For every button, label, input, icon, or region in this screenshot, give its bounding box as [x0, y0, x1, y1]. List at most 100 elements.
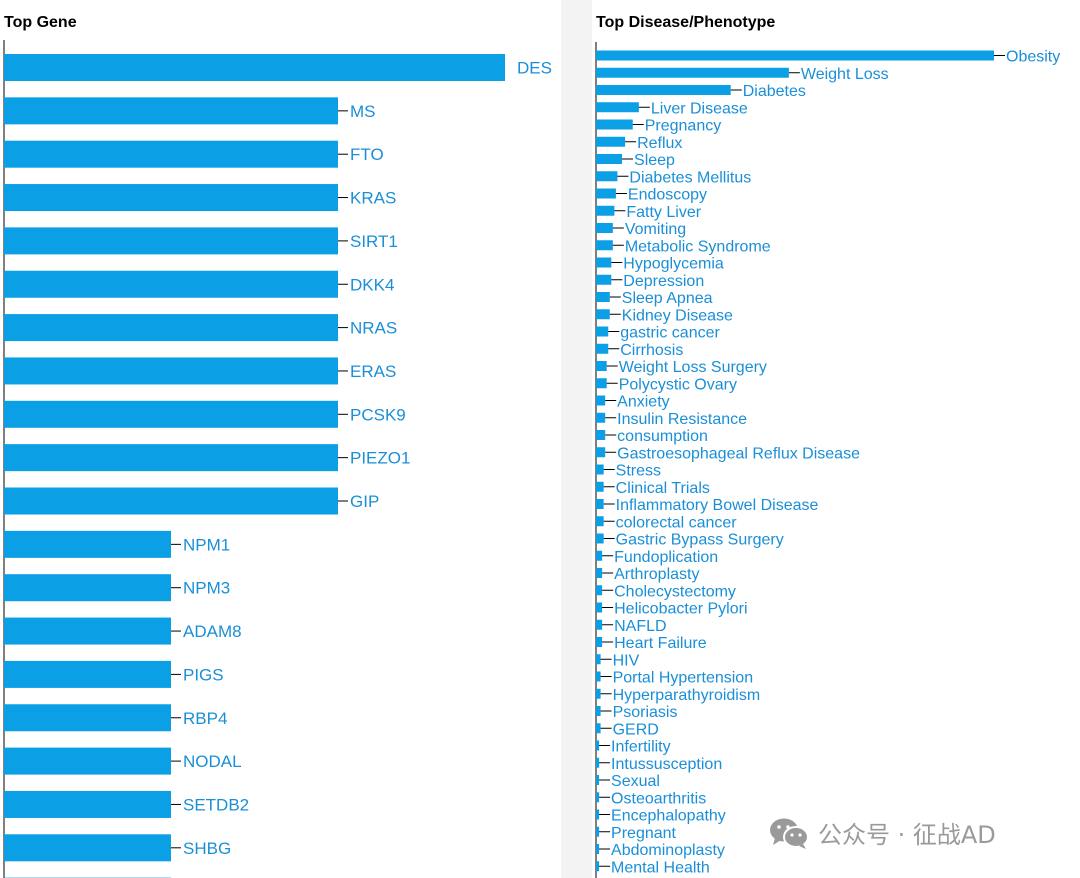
gene-label: NPM1	[183, 535, 230, 554]
disease-bar	[596, 654, 601, 665]
disease-label: colorectal cancer	[616, 514, 738, 531]
wechat-icon	[770, 818, 809, 849]
disease-bar	[596, 688, 601, 699]
disease-label: Heart Failure	[614, 635, 707, 652]
disease-bar	[596, 499, 604, 509]
disease-label: Infertility	[611, 739, 671, 756]
disease-label: Intussusception	[611, 756, 722, 773]
disease-bar	[596, 740, 600, 751]
watermark: 公众号 · 征战AD	[768, 815, 996, 850]
disease-bar	[596, 775, 600, 785]
disease-label: Arthroplasty	[614, 566, 699, 583]
disease-bar	[596, 430, 606, 440]
disease-label: Depression	[623, 273, 704, 290]
disease-label: Endoscopy	[628, 187, 707, 204]
gene-label: PCSK9	[350, 405, 406, 424]
gene-bar	[4, 660, 171, 688]
disease-label: Diabetes Mellitus	[629, 169, 751, 186]
gene-bar	[4, 227, 338, 255]
disease-bar	[596, 119, 633, 130]
disease-label: Anxiety	[617, 394, 669, 411]
disease-bar	[596, 706, 601, 716]
gene-label: KRAS	[350, 189, 396, 208]
disease-bar	[596, 361, 607, 371]
gene-label: PIGS	[183, 665, 224, 684]
gene-bar	[4, 400, 338, 428]
disease-label: GERD	[613, 721, 659, 738]
disease-bar	[596, 171, 618, 182]
gene-label: ADAM8	[183, 622, 242, 641]
disease-bar	[596, 395, 606, 406]
gene-label: RBP4	[183, 709, 227, 728]
disease-bar	[596, 188, 616, 199]
gene-bar	[4, 184, 338, 212]
gene-label: DKK4	[350, 275, 394, 294]
disease-label: Cholecystectomy	[614, 583, 736, 600]
disease-label: Weight Loss	[801, 66, 889, 83]
disease-bar	[596, 205, 615, 216]
watermark-text: 公众号 · 征战AD	[818, 821, 996, 849]
disease-label: HIV	[613, 652, 640, 669]
disease-label: Portal Hypertension	[613, 670, 754, 687]
disease-label: Pregnant	[611, 825, 676, 842]
disease-label: Cirrhosis	[620, 342, 683, 359]
gene-label: NPM3	[183, 579, 230, 598]
gene-label: PIEZO1	[350, 449, 410, 468]
disease-label: Hypoglycemia	[623, 256, 724, 273]
disease-label: Gastric Bypass Surgery	[616, 532, 784, 549]
disease-label: Vomiting	[625, 221, 686, 238]
disease-label: Insulin Resistance	[617, 411, 747, 428]
gene-bar	[4, 530, 171, 558]
gene-bar	[4, 790, 171, 818]
disease-bar	[596, 464, 604, 475]
disease-bar	[596, 50, 994, 61]
disease-bar	[596, 602, 603, 613]
gene-label: NRAS	[350, 319, 397, 338]
disease-bar	[596, 861, 600, 872]
disease-bar	[596, 723, 601, 734]
disease-bar	[596, 481, 604, 492]
gene-bar	[4, 747, 171, 775]
disease-bar	[596, 412, 606, 423]
gene-label: SETDB2	[183, 795, 249, 814]
gene-label: FTO	[350, 145, 384, 164]
gene-bar	[4, 487, 338, 515]
disease-bar	[596, 309, 610, 320]
disease-bar	[596, 223, 613, 233]
gene-label: SIRT1	[350, 232, 398, 251]
disease-label: Fatty Liver	[626, 204, 701, 221]
disease-bar	[596, 136, 626, 147]
disease-bar	[596, 257, 612, 268]
disease-bar	[596, 533, 604, 544]
gene-label: MS	[350, 102, 376, 121]
top-disease-panel: Obesity Weight Loss Diabetes Liver Disease P…	[592, 0, 1080, 878]
disease-label: Pregnancy	[645, 118, 722, 135]
gene-bar	[4, 97, 338, 125]
gene-bar	[4, 834, 171, 862]
disease-label: gastric cancer	[620, 325, 720, 342]
gene-label: SHBG	[183, 839, 231, 858]
disease-bar	[596, 826, 600, 837]
disease-bar	[596, 619, 603, 630]
disease-label: Liver Disease	[651, 100, 748, 117]
disease-bar	[596, 378, 607, 389]
gene-bar	[4, 140, 338, 168]
top-gene-title: Top Gene	[4, 14, 77, 31]
disease-label: Kidney Disease	[622, 307, 733, 324]
disease-bar	[596, 809, 600, 820]
disease-bar	[596, 154, 623, 164]
gene-bar	[4, 444, 338, 472]
disease-bar	[596, 792, 600, 803]
disease-bar	[596, 550, 603, 561]
gene-bar	[4, 617, 171, 645]
disease-label: Stress	[616, 463, 661, 480]
top-disease-title: Top Disease/Phenotype	[596, 14, 776, 31]
top-gene-panel: DES MS FTO KRAS SIRT1 DKK4 NRAS ERAS PCSK9 PIEZO1…	[3, 14, 552, 878]
gene-bar	[4, 54, 505, 81]
disease-bar	[596, 568, 603, 578]
disease-bar	[596, 671, 601, 682]
disease-bar	[596, 85, 731, 95]
panel-separator	[561, 0, 592, 878]
disease-bar	[596, 67, 789, 78]
